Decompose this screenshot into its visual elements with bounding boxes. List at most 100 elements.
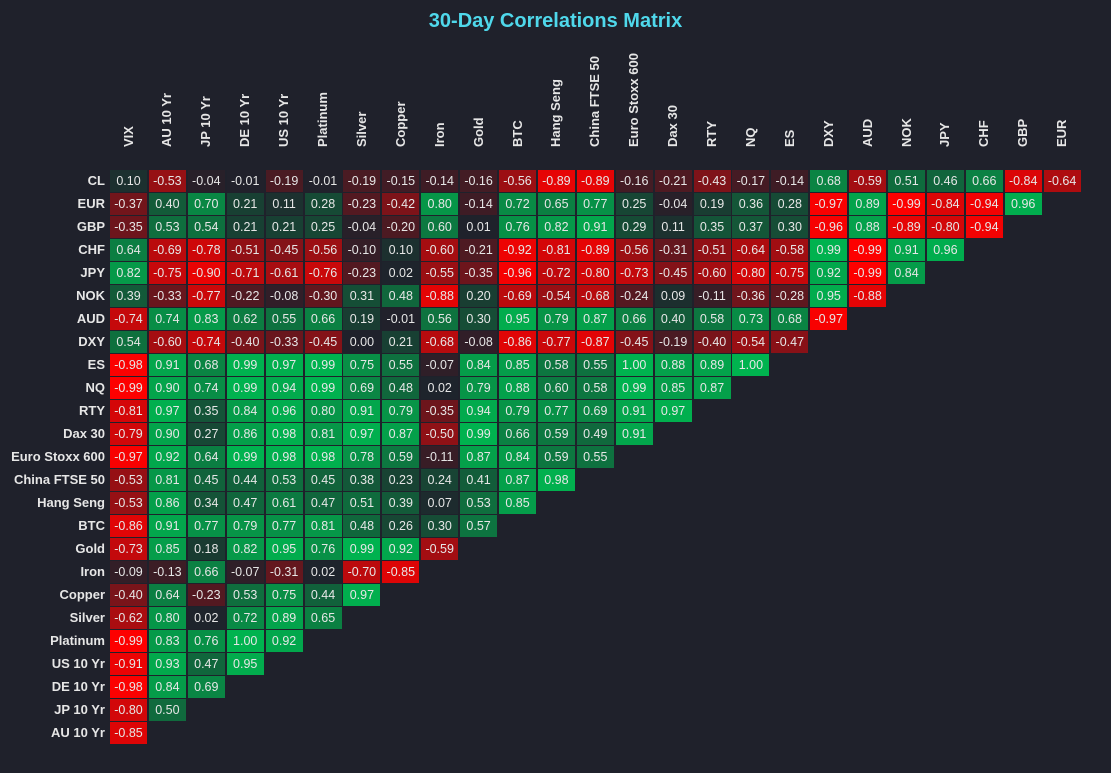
heatmap-cell: 0.86 (226, 423, 264, 445)
heatmap-cell: 0.77 (187, 515, 225, 537)
heatmap-cell: -0.45 (615, 331, 653, 353)
heatmap-cell: 0.26 (382, 515, 420, 537)
heatmap-cell: 0.89 (849, 193, 887, 215)
heatmap-cell: 0.69 (343, 377, 381, 399)
heatmap-cell: 0.54 (110, 331, 147, 353)
heatmap-cell: -0.55 (421, 262, 459, 284)
heatmap-cell: -0.23 (343, 262, 381, 284)
heatmap-cell: 0.39 (382, 492, 420, 514)
heatmap-cell: 0.47 (304, 492, 342, 514)
heatmap-cell: 0.79 (382, 400, 420, 422)
heatmap-cell: 0.55 (265, 308, 303, 330)
heatmap-cell: 0.96 (926, 239, 964, 261)
heatmap-cell: 0.90 (148, 423, 186, 445)
heatmap-cell: 0.24 (421, 469, 459, 491)
heatmap-cell: 0.99 (615, 377, 653, 399)
heatmap-cell: -0.51 (693, 239, 731, 261)
heatmap-cell: -0.08 (460, 331, 498, 353)
heatmap-cell: 0.88 (499, 377, 536, 399)
heatmap-cell: -0.69 (148, 239, 186, 261)
heatmap-cell: -0.58 (771, 239, 809, 261)
column-label-text: US 10 Yr (276, 93, 292, 147)
heatmap-cell: 0.30 (460, 308, 498, 330)
heatmap-cell: -0.30 (304, 285, 342, 307)
heatmap-cell: 0.85 (654, 377, 692, 399)
heatmap-cell: 0.53 (226, 584, 264, 606)
heatmap-cell: 0.07 (421, 492, 459, 514)
heatmap-cell: 0.48 (382, 285, 420, 307)
heatmap-cell: -0.80 (110, 699, 147, 721)
heatmap-cell: -0.89 (576, 170, 614, 192)
heatmap-cell: 0.59 (537, 446, 575, 468)
column-label-text: Platinum (315, 92, 330, 147)
heatmap-cell: -0.69 (499, 285, 536, 307)
heatmap-cell: 0.09 (654, 285, 692, 307)
heatmap-cell: 0.91 (615, 423, 653, 445)
heatmap-cell: -0.22 (226, 285, 264, 307)
heatmap-cell: 0.79 (537, 308, 575, 330)
heatmap-cell: -0.08 (265, 285, 303, 307)
heatmap-cell: 0.69 (187, 676, 225, 698)
column-label-text: EUR (1054, 119, 1070, 147)
heatmap-cell: 0.18 (187, 538, 225, 560)
row-label: Platinum (50, 633, 105, 648)
heatmap-cell: 0.84 (888, 262, 925, 284)
column-label-text: GBP (1015, 118, 1031, 147)
heatmap-cell: -0.73 (110, 538, 147, 560)
heatmap-cell: -0.33 (148, 285, 186, 307)
heatmap-cell: 0.47 (226, 492, 264, 514)
row-label: Iron (80, 564, 105, 579)
row-label: Hang Seng (37, 495, 105, 510)
heatmap-cell: 0.93 (148, 653, 186, 675)
heatmap-cell: 0.64 (110, 239, 147, 261)
heatmap-cell: -0.64 (1043, 170, 1081, 192)
heatmap-cell: -0.88 (421, 285, 459, 307)
heatmap-cell: 0.87 (576, 308, 614, 330)
heatmap-cell: -0.37 (110, 193, 147, 215)
column-label-text: DXY (820, 120, 836, 147)
row-label: NQ (85, 380, 106, 395)
column-label-text: Euro Stoxx 600 (626, 53, 642, 147)
row-label: Euro Stoxx 600 (11, 449, 105, 464)
heatmap-cell: 0.21 (226, 216, 264, 238)
heatmap-cell: -0.20 (382, 216, 420, 238)
heatmap-cell: -0.77 (537, 331, 575, 353)
heatmap-cell: -0.85 (382, 561, 420, 583)
heatmap-cell: 0.77 (537, 400, 575, 422)
heatmap-cell: 0.74 (148, 308, 186, 330)
heatmap-cell: -0.35 (421, 400, 459, 422)
row-label: US 10 Yr (51, 656, 105, 671)
heatmap-cell: 0.91 (576, 216, 614, 238)
heatmap-cell: 0.79 (460, 377, 498, 399)
heatmap-cell: 0.88 (849, 216, 887, 238)
heatmap-cell: 0.44 (226, 469, 264, 491)
heatmap-cell: 0.02 (421, 377, 459, 399)
heatmap-cell: 0.62 (226, 308, 264, 330)
heatmap-cell: -0.80 (926, 216, 964, 238)
heatmap-cell: 0.94 (460, 400, 498, 422)
heatmap-cell: -0.60 (421, 239, 459, 261)
heatmap-cell: -0.68 (421, 331, 459, 353)
heatmap-cell: 1.00 (615, 354, 653, 376)
heatmap-cell: -0.86 (499, 331, 536, 353)
heatmap-cell: -0.73 (615, 262, 653, 284)
heatmap-cell: 0.92 (810, 262, 848, 284)
heatmap-cell: 0.59 (537, 423, 575, 445)
heatmap-cell: 0.85 (499, 492, 536, 514)
heatmap-cell: 0.56 (421, 308, 459, 330)
heatmap-cell: 0.65 (304, 607, 342, 629)
row-label: EUR (77, 196, 105, 211)
heatmap-cell: 0.51 (888, 170, 925, 192)
heatmap-cell: -0.68 (576, 285, 614, 307)
heatmap-cell: 0.66 (304, 308, 342, 330)
heatmap-cell: 0.80 (148, 607, 186, 629)
heatmap-cell: 0.11 (265, 193, 303, 215)
column-label-text: Silver (353, 111, 369, 147)
heatmap-cell: 0.72 (499, 193, 536, 215)
heatmap-cell: 0.53 (265, 469, 303, 491)
heatmap-cell: -0.56 (615, 239, 653, 261)
heatmap-cell: 0.45 (304, 469, 342, 491)
heatmap-cell: -0.99 (110, 630, 147, 652)
heatmap-cell: 0.76 (304, 538, 342, 560)
heatmap-cell: -0.11 (421, 446, 459, 468)
